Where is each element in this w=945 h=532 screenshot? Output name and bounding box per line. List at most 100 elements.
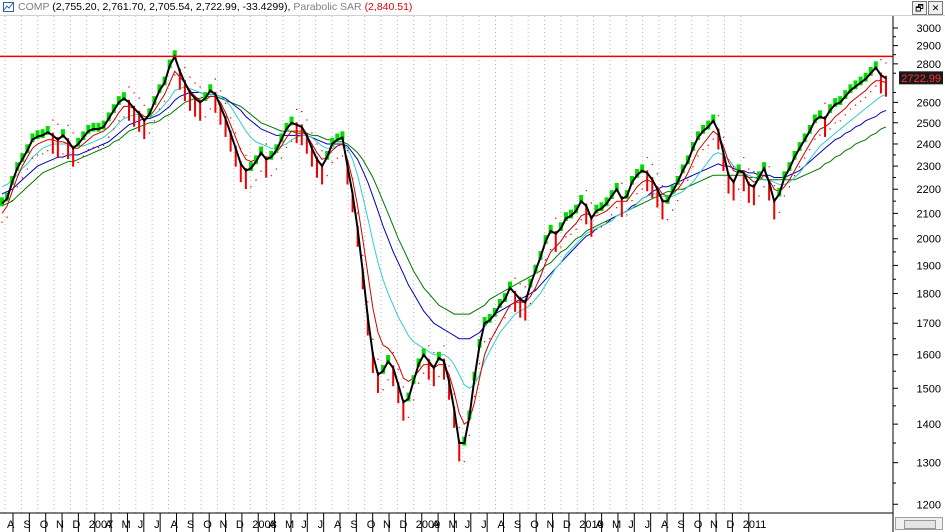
sar-dot: [295, 108, 298, 111]
sar-dot: [16, 186, 18, 188]
sar-dot: [92, 146, 95, 149]
sar-dot: [605, 221, 608, 223]
sar-dot: [392, 351, 394, 354]
sar-dot: [189, 76, 191, 78]
sar-dot: [732, 166, 735, 168]
x-tick-label: N: [220, 519, 228, 531]
sar-dot: [209, 108, 211, 110]
sar-dot: [763, 186, 765, 188]
sar-dot: [6, 216, 8, 218]
sar-dot: [204, 116, 206, 118]
chart-window-icon: [3, 2, 14, 12]
x-tick-label: D: [726, 519, 734, 531]
sar-dot: [880, 59, 882, 61]
sar-dot: [809, 148, 811, 151]
sar-dot: [41, 153, 44, 155]
sar-dot: [113, 128, 115, 130]
sar-dot: [301, 110, 303, 113]
sar-dot: [494, 331, 496, 334]
y-tick-label: 1700: [917, 318, 941, 330]
sar-dot: [661, 185, 664, 187]
sar-dot: [666, 218, 669, 221]
sar-dot: [859, 100, 862, 102]
chart-series: [0, 50, 887, 463]
sar-dot: [87, 148, 90, 151]
y-tick-label: 2100: [917, 208, 941, 220]
y-tick-label: 3000: [917, 23, 941, 35]
sar-dot: [778, 211, 781, 214]
sar-dot: [641, 188, 643, 190]
x-tick-label: A: [596, 519, 604, 531]
sar-dot: [753, 170, 755, 173]
x-tick-label: A: [7, 519, 15, 531]
sar-dot: [402, 386, 405, 388]
sar-dot: [443, 345, 445, 347]
sar-dot: [26, 168, 29, 170]
sar-dot: [316, 143, 318, 145]
sar-dot: [275, 168, 278, 170]
sar-dot: [397, 368, 399, 371]
price-close-line: [1, 54, 887, 444]
sar-dot: [47, 150, 49, 152]
sar-dot: [834, 122, 836, 124]
sar-dot: [407, 416, 410, 418]
sar-dot: [52, 119, 54, 121]
sar-dot: [712, 138, 714, 140]
sar-dot: [514, 277, 516, 279]
x-tick-label: S: [677, 519, 684, 531]
sar-dot: [814, 138, 816, 140]
sar-dot: [509, 305, 511, 307]
x-tick-label: S: [350, 519, 357, 531]
x-tick-label: 2007: [89, 519, 113, 531]
x-tick-label: M: [612, 519, 621, 531]
sar-dot: [651, 163, 653, 166]
sar-dot: [143, 104, 145, 107]
x-tick-label: J: [318, 519, 324, 531]
sar-dot: [544, 259, 547, 261]
sar-dot: [422, 372, 425, 374]
x-tick-label: M: [121, 519, 130, 531]
y-tick-label: 1200: [917, 499, 941, 511]
sar-dot: [428, 345, 430, 347]
sar-dot: [148, 132, 151, 134]
x-tick-label: 2008: [252, 519, 276, 531]
sar-dot: [290, 140, 293, 142]
y-tick-label: 1900: [917, 260, 941, 272]
sar-dot: [560, 246, 562, 248]
sar-dot: [636, 193, 638, 195]
horizontal-scrollbar[interactable]: [895, 517, 943, 530]
sar-dot: [72, 132, 74, 134]
sar-dot: [585, 189, 587, 192]
sar-dot: [463, 460, 466, 463]
sar-dot: [36, 154, 39, 156]
sar-dot: [626, 214, 628, 216]
sar-dot: [804, 157, 806, 159]
y-tick-label: 1400: [917, 419, 941, 431]
x-tick-label: D: [236, 519, 244, 531]
sar-dot: [224, 102, 227, 104]
sar-dot: [489, 337, 491, 340]
x-tick-label: J: [154, 519, 160, 531]
sar-dot: [793, 174, 796, 177]
sar-dot: [600, 226, 603, 228]
sar-dot: [306, 119, 308, 121]
sar-dot: [194, 82, 196, 84]
sar-dot: [529, 302, 532, 305]
restore-window-button[interactable]: 🗗: [912, 1, 927, 15]
chart-title-bar: COMP (2,755.20, 2,761.70, 2,705.54, 2,72…: [0, 0, 945, 16]
sar-dot: [798, 166, 801, 168]
x-tick-label: O: [694, 519, 703, 531]
scrollbar-thumb[interactable]: [904, 520, 936, 529]
sar-dot: [844, 114, 847, 116]
sar-dot: [158, 108, 161, 110]
x-tick-label: 2011: [743, 519, 767, 531]
x-tick-label: O: [530, 519, 539, 531]
sar-dot: [346, 150, 349, 152]
sar-dot: [748, 168, 750, 170]
sar-dot: [235, 132, 237, 134]
ohlc-values: (2,755.20, 2,761.70, 2,705.54, 2,722.99,…: [52, 1, 291, 13]
sar-dot: [351, 177, 354, 180]
close-window-button[interactable]: ✕: [928, 1, 943, 15]
